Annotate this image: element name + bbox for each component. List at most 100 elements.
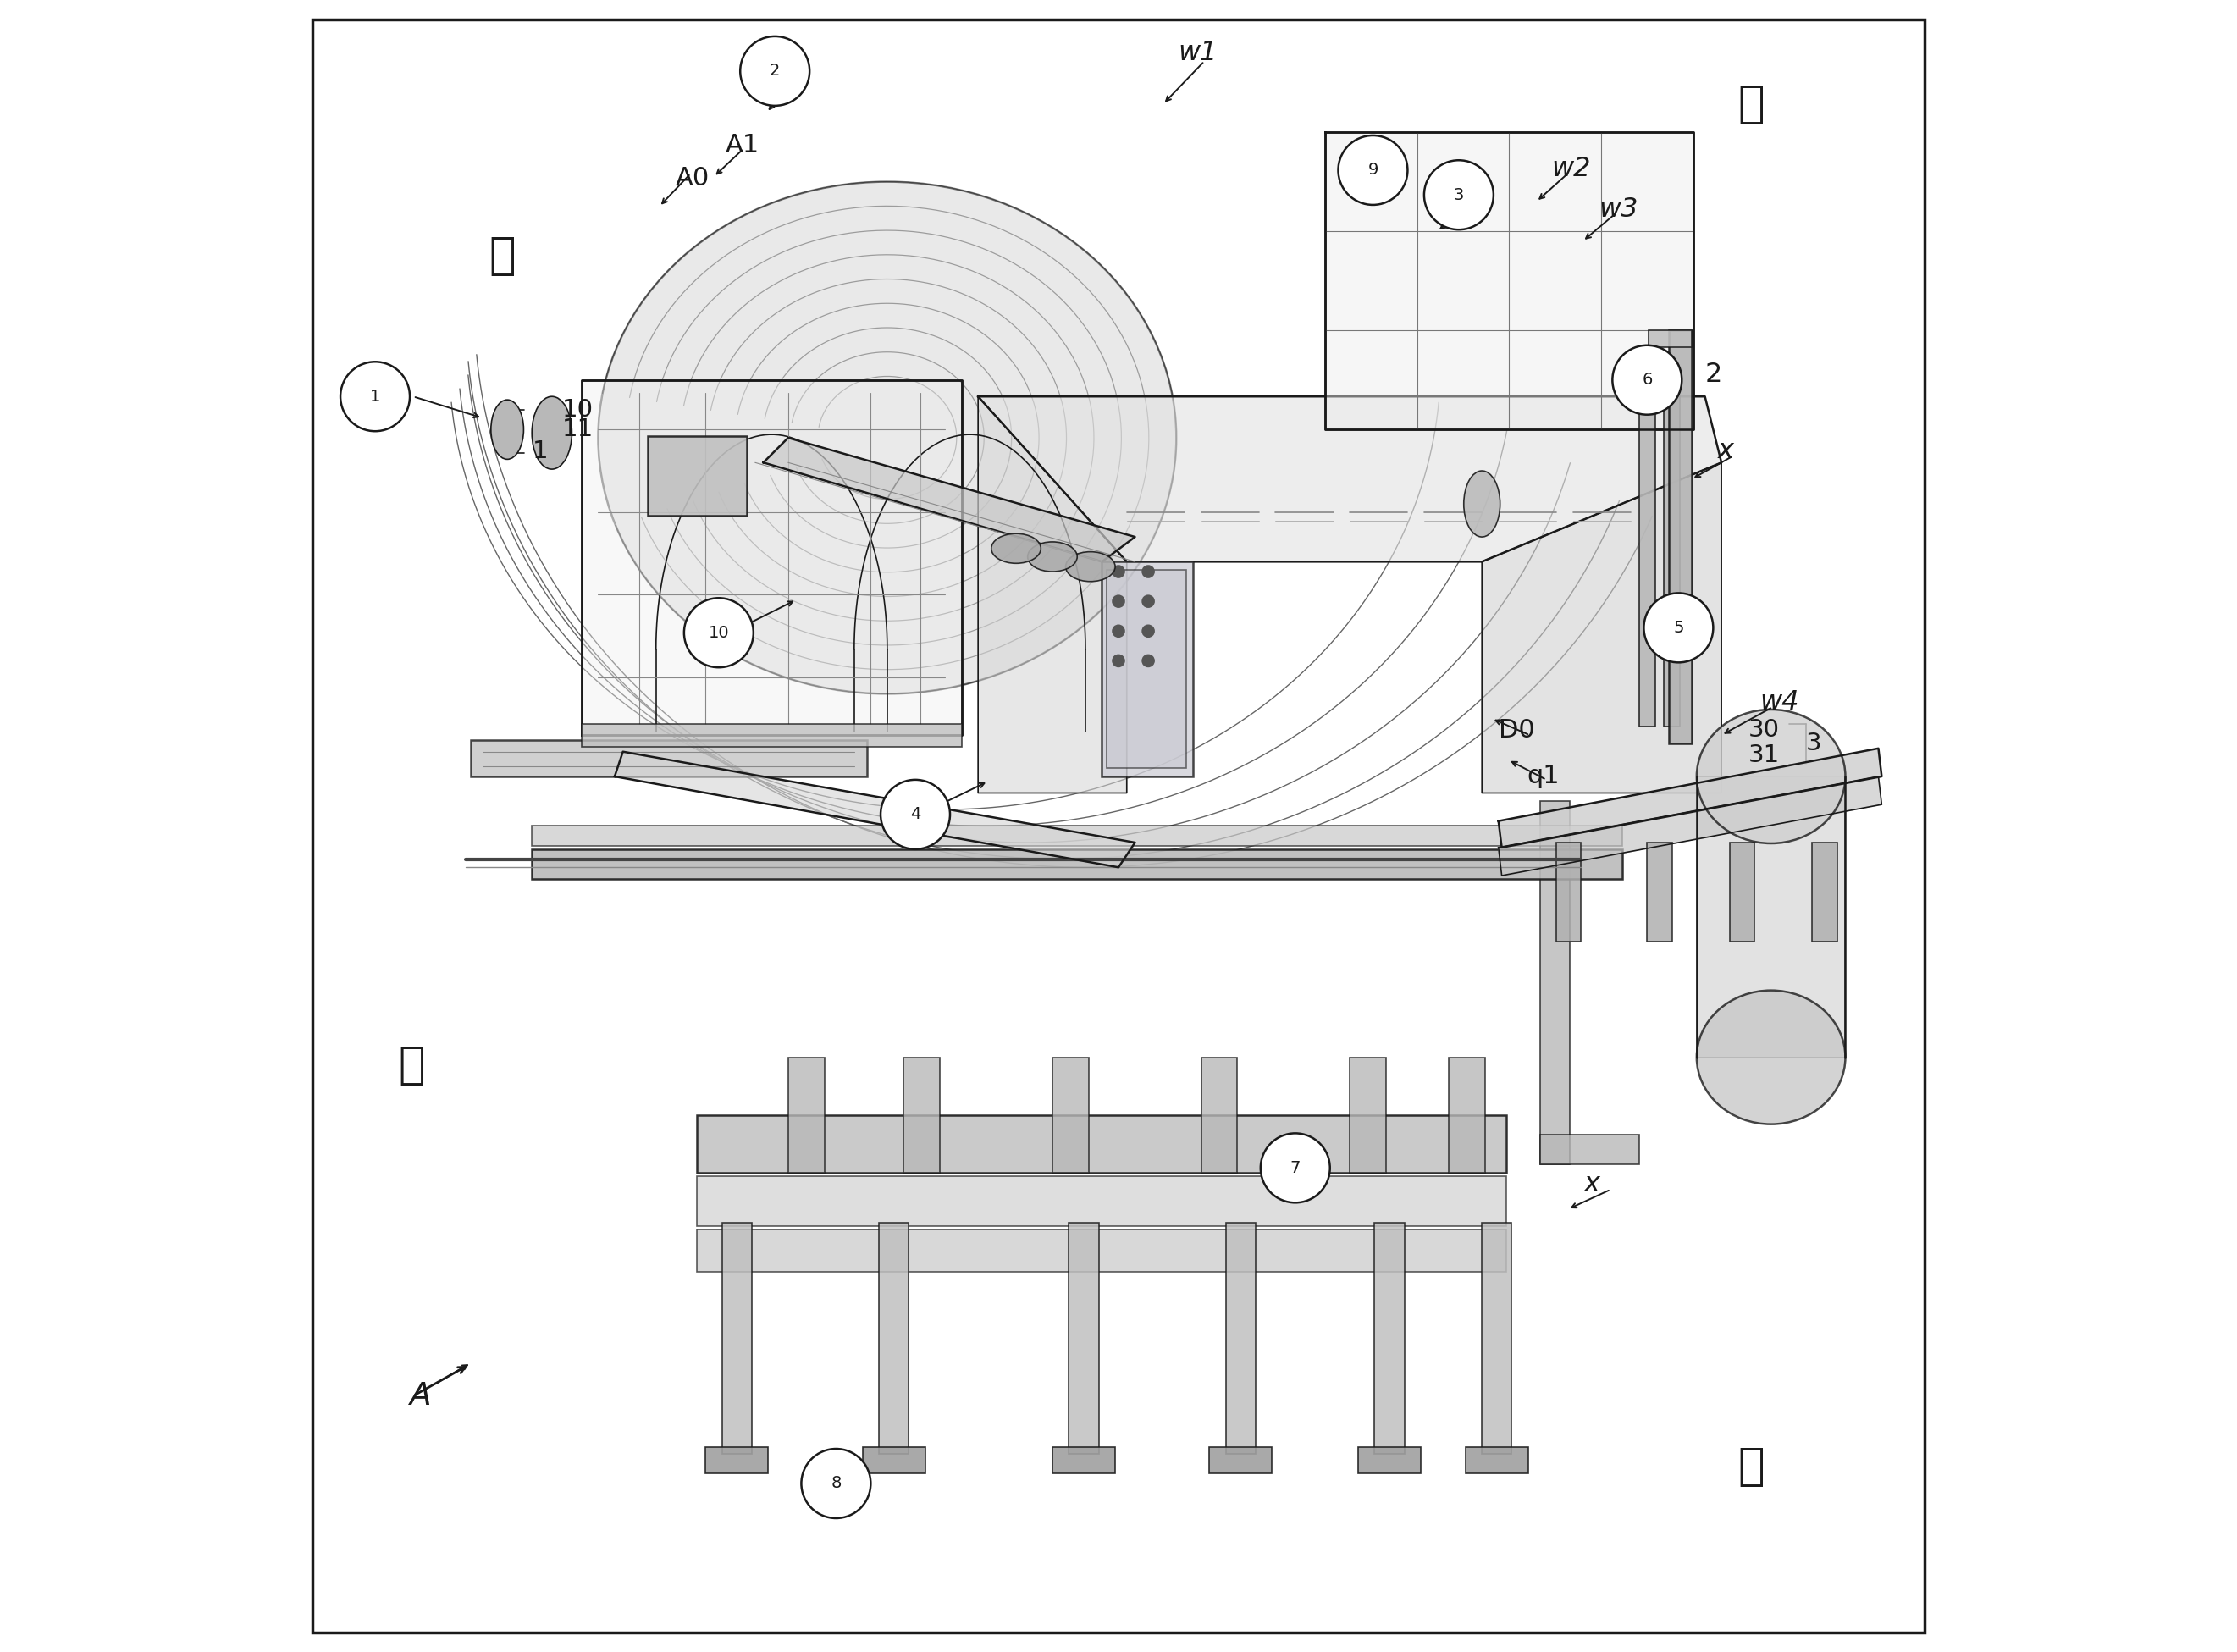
- Ellipse shape: [490, 400, 523, 459]
- Text: w2: w2: [1550, 155, 1591, 182]
- Bar: [1051, 1447, 1116, 1474]
- Bar: [532, 849, 1622, 879]
- Polygon shape: [763, 438, 1134, 562]
- Bar: [1051, 1057, 1089, 1173]
- Bar: [472, 740, 868, 776]
- Circle shape: [340, 362, 409, 431]
- Text: 31: 31: [1747, 743, 1778, 767]
- Bar: [1557, 843, 1582, 942]
- Text: w1: w1: [1179, 40, 1217, 66]
- Circle shape: [1112, 595, 1125, 608]
- Circle shape: [1112, 565, 1125, 578]
- Bar: [787, 1057, 825, 1173]
- Text: 1: 1: [532, 439, 548, 463]
- Polygon shape: [1324, 132, 1693, 430]
- Bar: [1465, 1447, 1528, 1474]
- Circle shape: [1141, 654, 1154, 667]
- Text: 11: 11: [561, 418, 593, 441]
- Bar: [698, 1176, 1508, 1226]
- Text: 6: 6: [1642, 372, 1653, 388]
- Ellipse shape: [991, 534, 1040, 563]
- Bar: [1539, 801, 1570, 1165]
- Bar: [1226, 1222, 1255, 1454]
- Bar: [698, 1115, 1508, 1173]
- Text: x: x: [1718, 438, 1734, 464]
- Circle shape: [801, 1449, 870, 1518]
- Text: x: x: [1584, 1171, 1599, 1198]
- Circle shape: [1141, 624, 1154, 638]
- Circle shape: [1644, 593, 1714, 662]
- Bar: [1646, 843, 1671, 942]
- Text: 后: 后: [490, 235, 517, 278]
- Bar: [1481, 1222, 1512, 1454]
- Polygon shape: [582, 380, 962, 735]
- Text: 3: 3: [1805, 732, 1821, 755]
- Bar: [1664, 396, 1680, 727]
- Bar: [705, 1447, 767, 1474]
- Bar: [1450, 1057, 1485, 1173]
- Bar: [904, 1057, 940, 1173]
- Text: 10: 10: [709, 624, 729, 641]
- Bar: [582, 724, 962, 747]
- Bar: [1358, 1447, 1420, 1474]
- Bar: [1201, 1057, 1237, 1173]
- Bar: [1107, 570, 1186, 768]
- Bar: [723, 1222, 752, 1454]
- Text: 左: 左: [1738, 83, 1765, 126]
- Bar: [532, 826, 1622, 846]
- Bar: [1539, 1135, 1640, 1165]
- Polygon shape: [1499, 748, 1881, 847]
- Circle shape: [1141, 565, 1154, 578]
- Text: D0: D0: [1499, 719, 1535, 742]
- Ellipse shape: [1463, 471, 1501, 537]
- Text: 10: 10: [561, 398, 593, 421]
- Bar: [1696, 776, 1846, 1057]
- Text: 前: 前: [1738, 1446, 1765, 1488]
- Text: A: A: [409, 1381, 432, 1411]
- Circle shape: [685, 598, 754, 667]
- Ellipse shape: [1027, 542, 1078, 572]
- Ellipse shape: [532, 396, 573, 469]
- Bar: [1069, 1222, 1098, 1454]
- Text: 30: 30: [1747, 719, 1778, 742]
- Circle shape: [1112, 654, 1125, 667]
- Text: w4: w4: [1761, 689, 1799, 715]
- Polygon shape: [1499, 776, 1881, 876]
- Circle shape: [1141, 595, 1154, 608]
- Polygon shape: [615, 752, 1134, 867]
- Bar: [863, 1447, 926, 1474]
- Bar: [879, 1222, 908, 1454]
- Text: A1: A1: [725, 134, 758, 157]
- Bar: [1349, 1057, 1387, 1173]
- Circle shape: [1613, 345, 1682, 415]
- Bar: [1812, 843, 1837, 942]
- Text: 右: 右: [398, 1044, 425, 1087]
- Bar: [1669, 330, 1691, 743]
- Ellipse shape: [597, 182, 1177, 694]
- Ellipse shape: [1696, 709, 1846, 843]
- Bar: [1374, 1222, 1405, 1454]
- Circle shape: [1112, 624, 1125, 638]
- Bar: [698, 1229, 1508, 1272]
- Text: 7: 7: [1291, 1160, 1300, 1176]
- Text: 1: 1: [369, 388, 380, 405]
- Text: w3: w3: [1599, 197, 1637, 223]
- Bar: [1103, 562, 1192, 776]
- Text: 2: 2: [770, 63, 781, 79]
- Polygon shape: [1481, 463, 1722, 793]
- Bar: [649, 436, 747, 515]
- Circle shape: [1338, 135, 1407, 205]
- Circle shape: [881, 780, 951, 849]
- Bar: [1210, 1447, 1273, 1474]
- Polygon shape: [978, 396, 1722, 562]
- Text: 3: 3: [1454, 187, 1463, 203]
- Bar: [1729, 843, 1754, 942]
- Ellipse shape: [1696, 990, 1846, 1123]
- Text: 4: 4: [910, 806, 922, 823]
- Text: q1: q1: [1526, 765, 1559, 788]
- Text: 9: 9: [1367, 162, 1378, 178]
- Bar: [1649, 330, 1691, 347]
- Text: 5: 5: [1673, 620, 1684, 636]
- Text: A0: A0: [676, 167, 709, 190]
- Ellipse shape: [1065, 552, 1116, 582]
